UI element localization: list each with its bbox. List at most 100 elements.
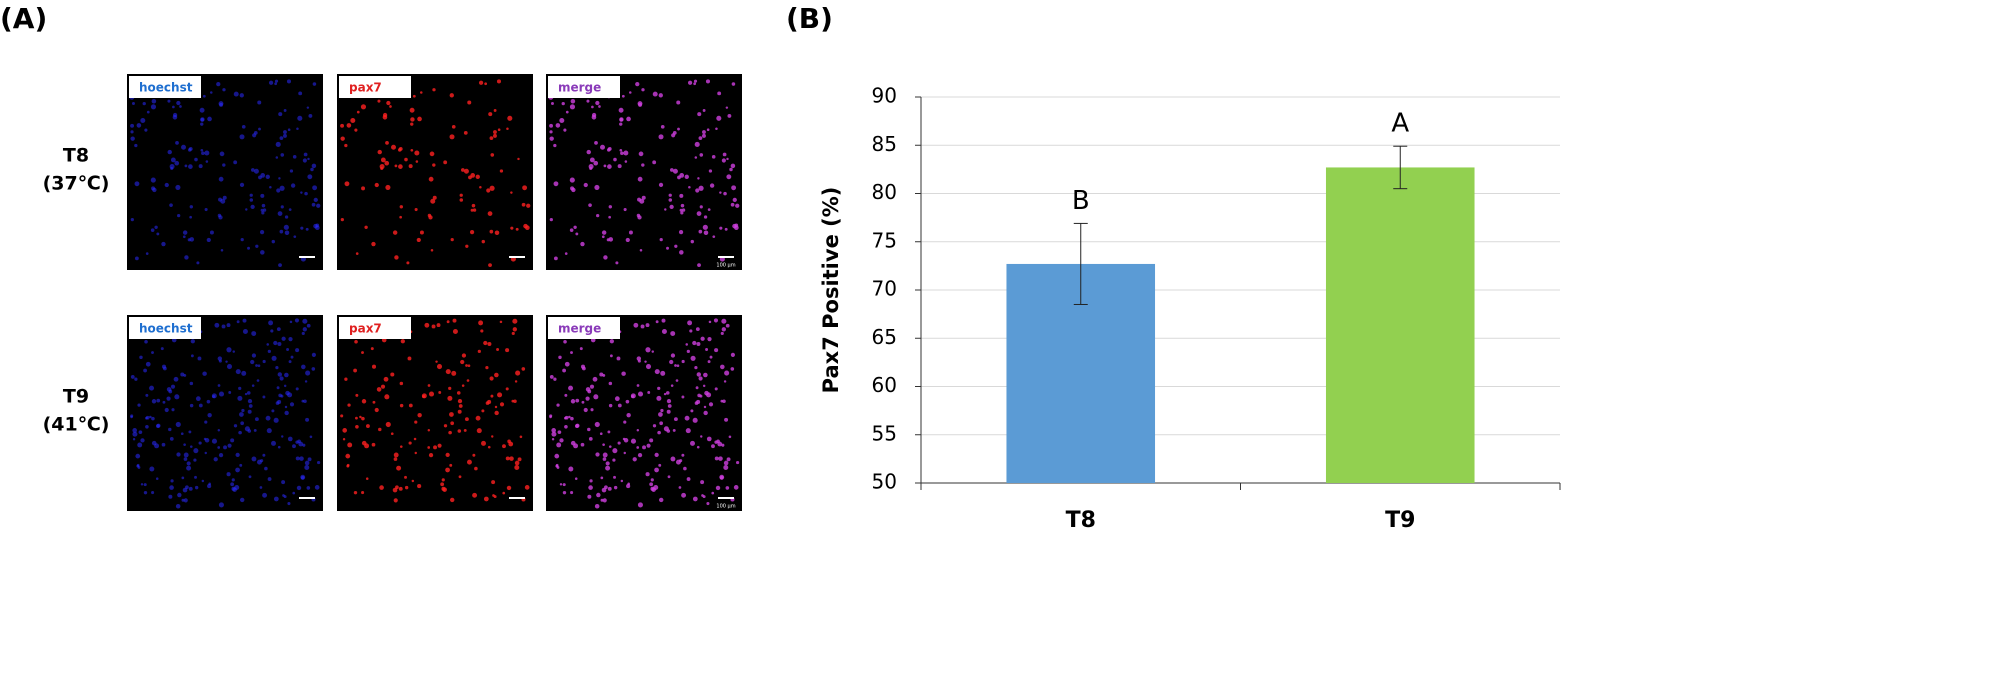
cell	[619, 148, 623, 152]
cell	[273, 417, 279, 423]
cell	[226, 363, 233, 370]
cell	[652, 160, 657, 165]
cell	[261, 203, 266, 208]
cell	[589, 479, 593, 483]
cell	[274, 82, 278, 86]
cell	[305, 370, 311, 376]
cell	[344, 143, 348, 148]
cell	[595, 100, 600, 106]
cell	[295, 348, 300, 353]
cell	[449, 497, 455, 503]
cell	[189, 445, 193, 448]
cell	[361, 186, 366, 191]
cell	[226, 472, 231, 477]
cell	[428, 391, 435, 397]
cell	[134, 143, 138, 148]
cell	[239, 412, 244, 417]
cell	[694, 141, 700, 147]
cell	[487, 341, 492, 346]
x-tick-label: T8	[1066, 508, 1096, 533]
cell	[720, 331, 724, 335]
cell	[260, 193, 265, 198]
cell	[417, 116, 422, 122]
error-bar	[1393, 145, 1408, 190]
cell	[287, 502, 291, 506]
cell	[304, 460, 310, 466]
cell	[198, 441, 202, 445]
cell	[280, 153, 285, 157]
cell	[150, 177, 156, 183]
cell	[669, 204, 674, 210]
cell	[275, 141, 281, 147]
cell	[731, 185, 737, 191]
cell	[222, 163, 226, 167]
cell	[398, 486, 403, 491]
cell	[145, 361, 151, 367]
cell	[225, 360, 228, 363]
cell	[265, 174, 270, 179]
cell	[668, 198, 673, 202]
cell	[443, 160, 448, 165]
cell	[134, 181, 140, 187]
cell	[688, 185, 691, 189]
cell	[605, 461, 610, 466]
cell	[730, 367, 735, 371]
cell	[658, 497, 664, 503]
cell	[193, 458, 197, 462]
cell	[620, 151, 624, 156]
cell	[452, 318, 457, 323]
cell	[589, 167, 593, 171]
cell	[670, 353, 676, 358]
cell	[700, 435, 703, 438]
cell	[371, 442, 376, 447]
cell	[260, 250, 265, 255]
cell	[230, 438, 235, 443]
cell	[440, 482, 445, 487]
panel-label: (B)	[786, 2, 833, 35]
cell	[589, 157, 595, 163]
cell	[289, 169, 294, 173]
cell	[307, 174, 313, 180]
cell	[488, 263, 492, 268]
cell	[154, 443, 160, 449]
cell	[476, 428, 482, 434]
cell	[573, 443, 579, 449]
cell	[680, 211, 684, 215]
cell	[145, 416, 148, 420]
cell	[562, 490, 567, 495]
cell	[143, 483, 147, 487]
cell	[181, 144, 186, 150]
cell	[167, 149, 172, 155]
cell	[494, 410, 499, 416]
cell	[524, 485, 530, 490]
cell	[647, 391, 651, 394]
cell	[467, 100, 472, 105]
cell	[629, 91, 632, 94]
cell	[235, 369, 241, 375]
cell	[412, 94, 416, 98]
cell	[374, 407, 379, 413]
cell	[279, 376, 284, 381]
cell	[146, 110, 150, 114]
cell	[672, 168, 678, 174]
cell	[134, 256, 139, 261]
cell	[489, 136, 494, 140]
cell	[258, 127, 261, 131]
cell	[618, 107, 624, 113]
cell	[644, 360, 647, 363]
cell	[467, 459, 472, 465]
cell	[681, 208, 686, 212]
cell	[697, 393, 701, 398]
cell	[457, 399, 463, 404]
cell	[316, 460, 321, 465]
cell	[593, 160, 599, 166]
cell	[241, 370, 247, 376]
cell	[600, 476, 604, 480]
cell	[491, 480, 496, 485]
cell	[301, 364, 306, 370]
cell	[558, 355, 562, 360]
cell	[551, 102, 554, 106]
cell	[300, 226, 304, 230]
cell	[262, 453, 266, 457]
cell	[189, 215, 192, 219]
